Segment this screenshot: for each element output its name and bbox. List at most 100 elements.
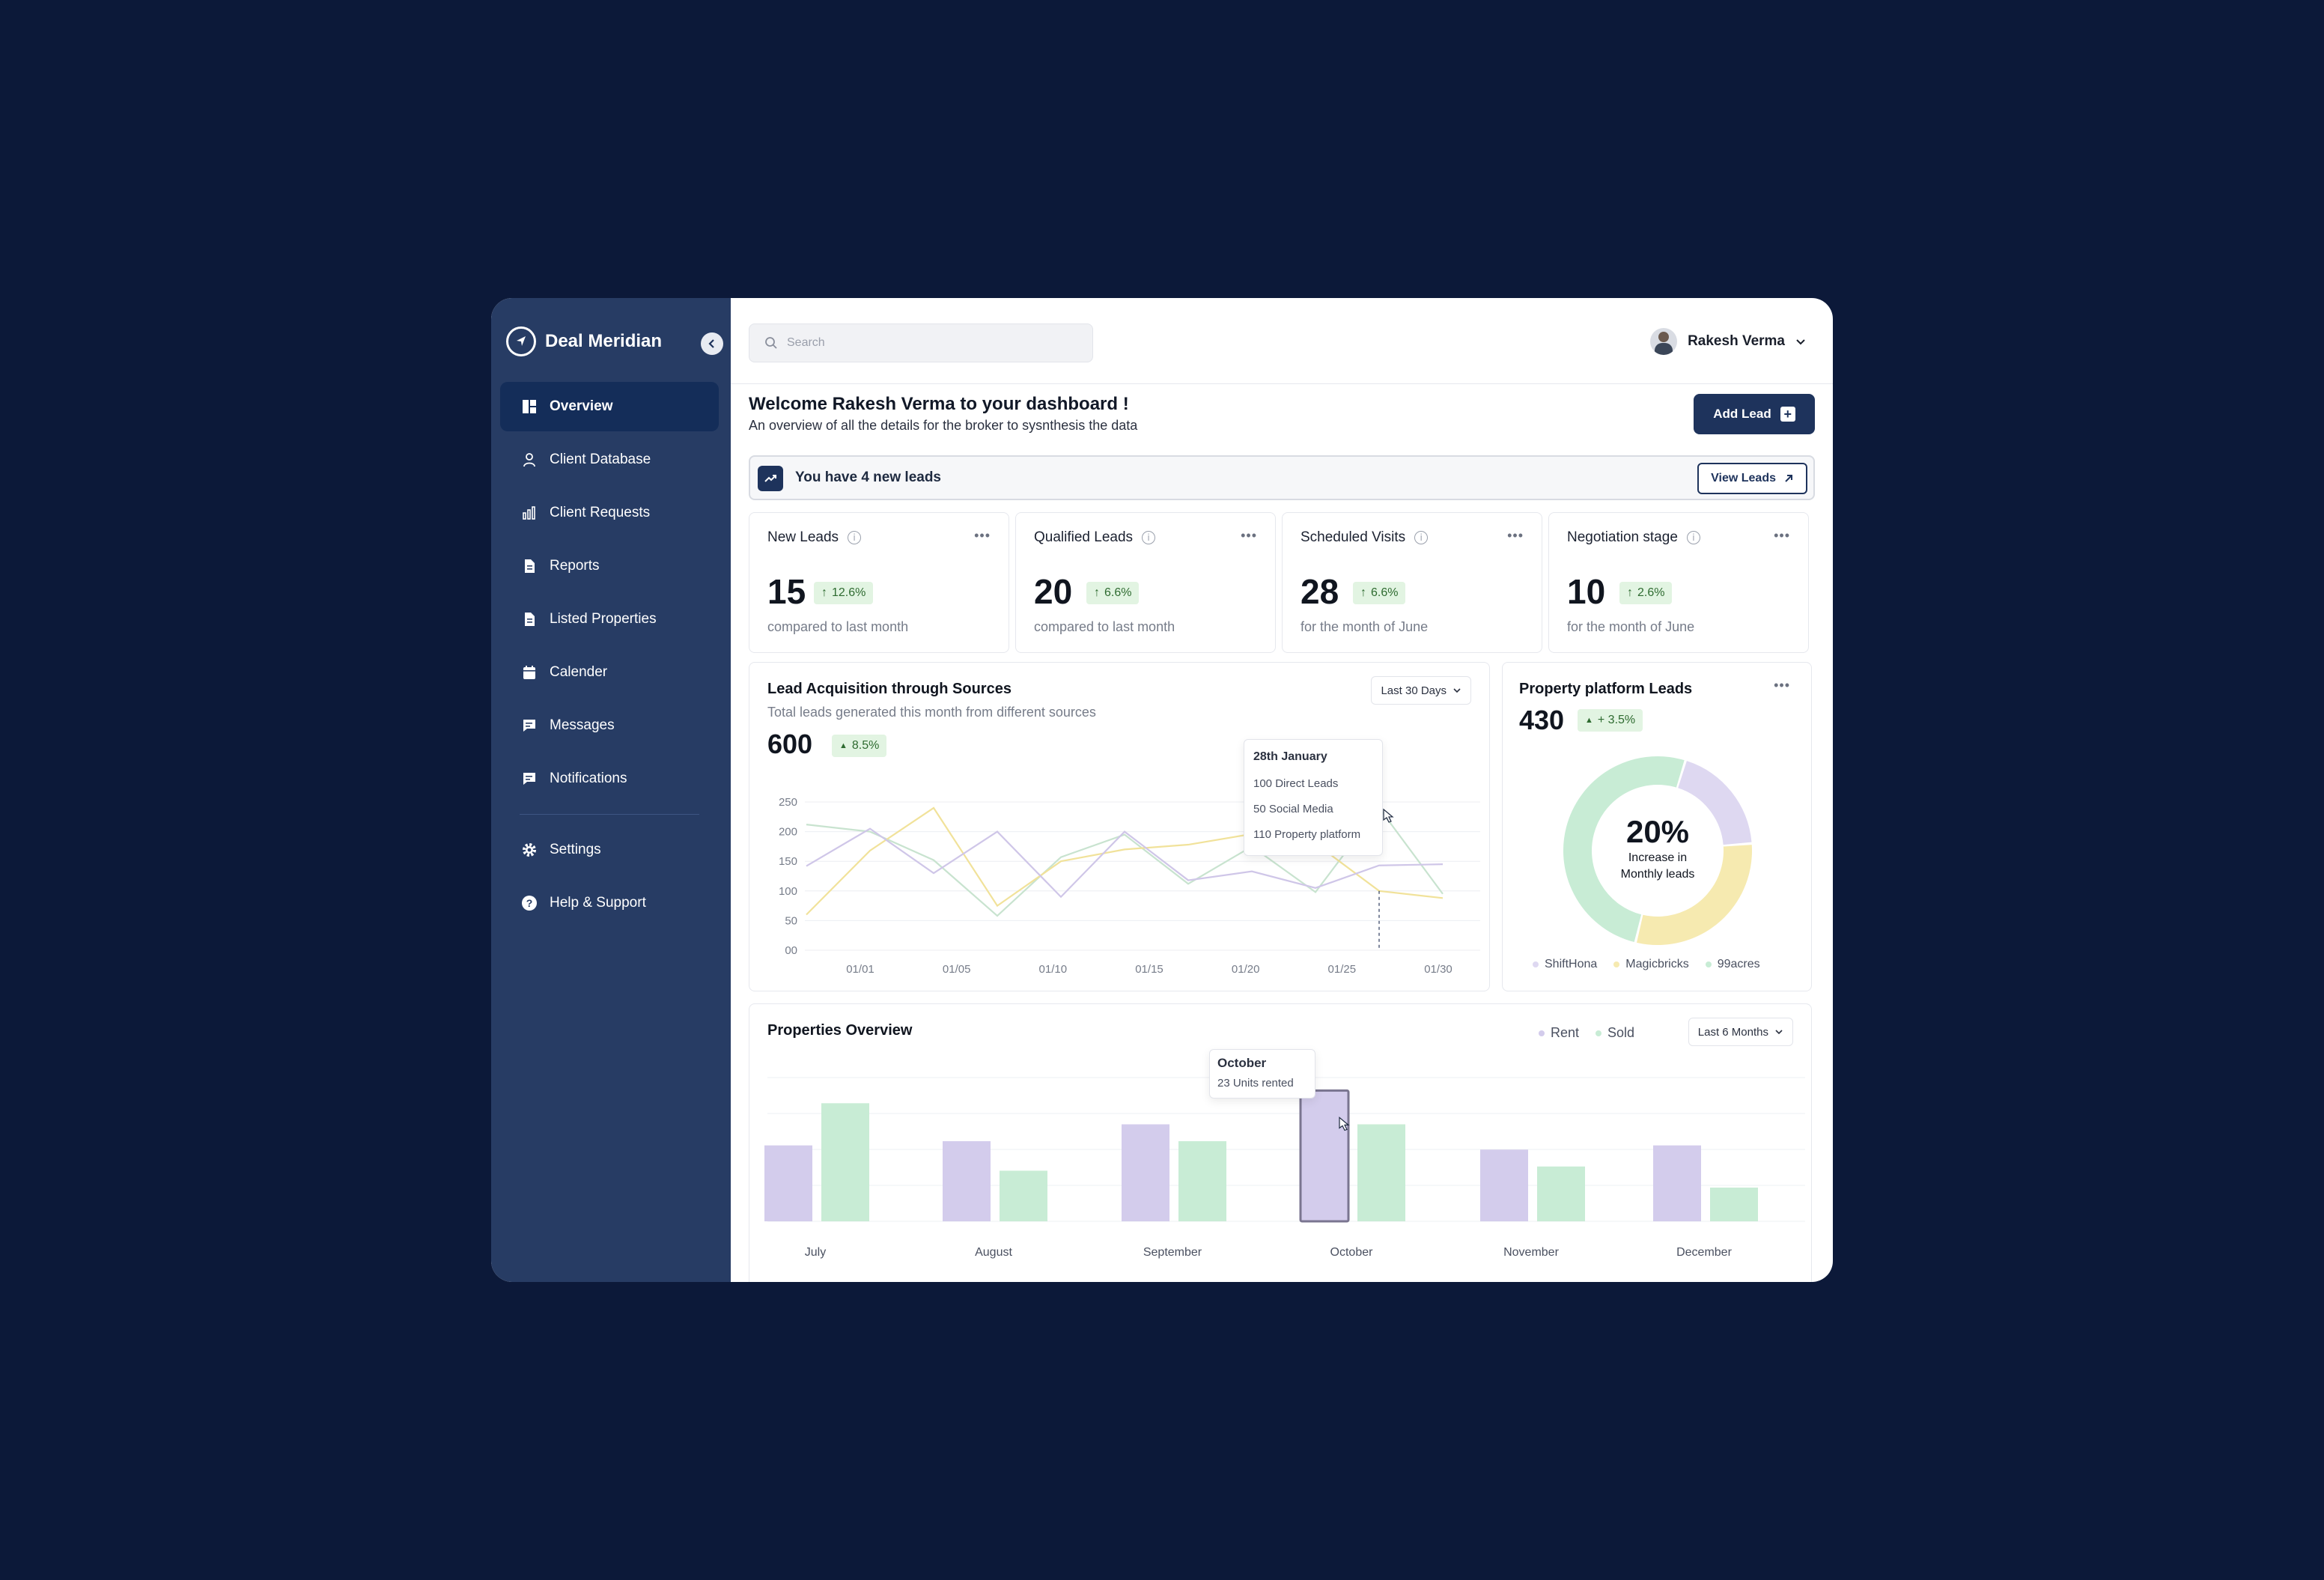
tooltip-line: 50 Social Media [1253, 803, 1333, 815]
user-menu[interactable]: Rakesh Verma [1650, 328, 1806, 355]
info-icon[interactable]: i [1414, 531, 1429, 544]
bar-chart-icon [521, 505, 538, 521]
kpi-value: 20 [1034, 572, 1073, 611]
more-options-icon[interactable]: ••• [1241, 528, 1257, 543]
plus-icon: + [1780, 407, 1795, 422]
x-tick-label: 01/05 [943, 963, 971, 976]
chevron-down-icon [1796, 339, 1805, 345]
chevron-down-icon [1453, 688, 1461, 693]
more-options-icon[interactable]: ••• [1507, 528, 1524, 543]
sidebar-item-notifications[interactable]: Notifications [500, 754, 719, 803]
sidebar-item-label: Calender [550, 664, 608, 680]
range-label: Last 6 Months [1697, 1025, 1768, 1039]
card-title: Property platform Leads [1519, 681, 1693, 697]
kpi-title: Scheduled Visits [1301, 529, 1406, 545]
sidebar-nav: Overview Client Database Client Requests… [500, 382, 719, 932]
range-dropdown[interactable]: Last 30 Days [1371, 676, 1471, 705]
sidebar-item-client-requests[interactable]: Client Requests [500, 488, 719, 538]
chevron-down-icon [1775, 1030, 1783, 1035]
y-tick-label: 200 [779, 826, 797, 839]
top-bar: Search Rakesh Verma [731, 298, 1833, 384]
tooltip-date: 28th January [1253, 750, 1327, 763]
view-leads-button[interactable]: View Leads [1697, 463, 1807, 494]
message-icon [521, 717, 538, 734]
donut-slice [1563, 756, 1752, 945]
sidebar-item-overview[interactable]: Overview [500, 382, 719, 431]
x-tick-label: 01/30 [1424, 963, 1452, 976]
sidebar-item-label: Reports [550, 558, 600, 574]
bar-chart-tooltip: October 23 Units rented [1209, 1049, 1315, 1099]
search-input[interactable]: Search [749, 323, 1093, 362]
change-badge: ▲ + 3.5% [1578, 709, 1643, 732]
donut-center-label: Monthly leads [1620, 868, 1695, 881]
sidebar-item-help-support[interactable]: ? Help & Support [500, 878, 719, 928]
kpi-card-new-leads: New Leads i ••• 15 ↑ 12.6% compared to las… [749, 512, 1009, 653]
app-window: Deal Meridian Overview Client Database [491, 298, 1833, 1282]
info-icon[interactable]: i [848, 531, 862, 544]
line-chart-tooltip: 28th January 100 Direct Leads 50 Social … [1244, 739, 1383, 856]
donut-center-label: Increase in [1628, 851, 1688, 864]
logo-compass-icon [506, 326, 536, 356]
y-tick-label: 100 [779, 885, 797, 898]
trend-up-icon [758, 466, 783, 491]
x-axis-label: July [805, 1246, 826, 1259]
donut-chart [1563, 756, 1752, 945]
change-badge: ↑ 2.6% [1619, 582, 1673, 604]
arrow-up-icon: ↑ [821, 586, 827, 599]
sidebar: Deal Meridian Overview Client Database [491, 298, 731, 1282]
bar-sold [1178, 1140, 1226, 1221]
kpi-subtext: for the month of June [1567, 619, 1695, 634]
x-axis-label: August [975, 1246, 1012, 1259]
range-label: Last 30 Days [1381, 684, 1447, 697]
sidebar-item-reports[interactable]: Reports [500, 541, 719, 591]
x-tick-label: 01/20 [1232, 963, 1260, 976]
chevron-left-icon [708, 339, 714, 348]
sidebar-item-calender[interactable]: Calender [500, 648, 719, 697]
x-axis-label: December [1676, 1246, 1732, 1259]
info-icon[interactable]: i [1142, 531, 1156, 544]
collapse-sidebar-button[interactable] [701, 332, 723, 355]
series-line [806, 806, 1444, 917]
change-badge: ↑ 6.6% [1353, 582, 1406, 604]
main-content: Search Rakesh Verma Welcome Rakesh Verma… [731, 298, 1833, 1282]
x-tick-label: 01/01 [846, 963, 874, 976]
bar-rent [1480, 1149, 1528, 1221]
more-options-icon[interactable]: ••• [974, 528, 991, 543]
banner-text: You have 4 new leads [795, 470, 942, 485]
add-lead-button[interactable]: Add Lead + [1694, 394, 1815, 434]
new-leads-banner: You have 4 new leads View Leads [749, 455, 1815, 500]
range-dropdown[interactable]: Last 6 Months [1688, 1018, 1793, 1046]
legend-item: Magicbricks [1613, 958, 1689, 971]
sidebar-item-messages[interactable]: Messages [500, 701, 719, 750]
add-lead-label: Add Lead [1713, 407, 1771, 421]
kpi-subtext: for the month of June [1301, 619, 1429, 634]
kpi-value: 15 [767, 572, 806, 611]
sidebar-item-label: Notifications [550, 771, 627, 786]
sidebar-item-client-database[interactable]: Client Database [500, 435, 719, 484]
logo[interactable]: Deal Meridian [506, 326, 662, 356]
bar-rent [764, 1145, 812, 1221]
info-icon[interactable]: i [1686, 531, 1700, 544]
bar-rent [1299, 1089, 1350, 1223]
donut-legend: ShiftHona Magicbricks 99acres [1533, 958, 1760, 971]
triangle-up-icon: ▲ [1585, 716, 1593, 725]
legend-item: 99acres [1705, 958, 1760, 971]
sidebar-item-listed-properties[interactable]: Listed Properties [500, 595, 719, 644]
kpi-value: 28 [1301, 572, 1339, 611]
sidebar-item-label: Client Database [550, 452, 651, 467]
y-tick-label: 250 [779, 796, 797, 809]
user-icon [521, 452, 538, 468]
more-options-icon[interactable]: ••• [1774, 528, 1790, 543]
change-badge: ↑ 12.6% [814, 582, 874, 604]
bar-sold [821, 1103, 869, 1221]
calendar-icon [521, 664, 538, 681]
kpi-value: 10 [1567, 572, 1606, 611]
sidebar-item-label: Help & Support [550, 895, 646, 911]
sidebar-item-label: Listed Properties [550, 611, 657, 627]
more-options-icon[interactable]: ••• [1774, 678, 1790, 693]
grid-icon [521, 398, 538, 415]
sidebar-item-settings[interactable]: Settings [500, 825, 719, 875]
x-tick-label: 01/10 [1039, 963, 1068, 976]
card-subtitle: Total leads generated this month from di… [767, 705, 1096, 720]
avatar [1650, 328, 1678, 355]
